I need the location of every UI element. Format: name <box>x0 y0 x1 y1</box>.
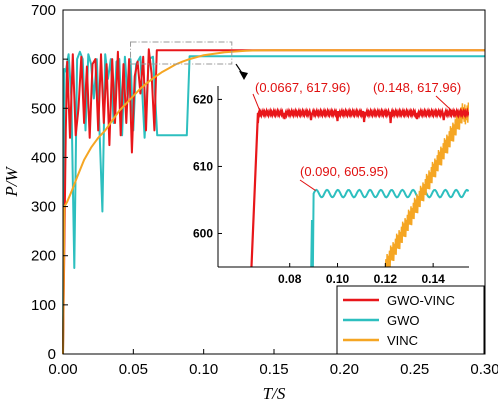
x-tick-label: 0.20 <box>330 361 359 378</box>
x-tick-label: 0.25 <box>400 361 429 378</box>
legend-label-gwo-vinc: GWO-VINC <box>387 293 455 308</box>
inset-x-tick-label: 0.08 <box>278 272 302 286</box>
y-axis-label: P/W <box>2 166 21 198</box>
y-tick-label: 100 <box>31 297 56 314</box>
series-line-vinc <box>62 49 485 355</box>
annotation-label: (0.148, 617.96) <box>373 80 461 95</box>
x-tick-label: 0.10 <box>189 361 218 378</box>
inset-y-tick-label: 620 <box>193 92 213 106</box>
annotation-label: (0.090, 605.95) <box>300 164 388 179</box>
annotation-label: (0.0667, 617.96) <box>255 80 350 95</box>
inset-x-tick-label: 0.12 <box>374 272 398 286</box>
y-tick-label: 200 <box>31 248 56 265</box>
y-tick-label: 600 <box>31 51 56 68</box>
annotation-leader <box>299 179 316 192</box>
legend-label-gwo: GWO <box>387 313 420 328</box>
inset-plot: 0.08 0.10 0.12 0.14 600 610 620 (0.0667, 617.96… <box>193 80 469 286</box>
x-tick-label: 0.05 <box>119 361 148 378</box>
legend-label-vinc: VINC <box>387 333 418 348</box>
inset-series-line-gwo <box>310 188 469 267</box>
x-tick-label: 0.30 <box>470 361 498 378</box>
inset-lines <box>250 102 469 267</box>
inset-x-tick-label: 0.14 <box>421 272 445 286</box>
legend: GWO-VINC GWO VINC <box>336 285 485 355</box>
inset-y-tick-label: 610 <box>193 159 213 173</box>
y-tick-label: 0 <box>48 346 56 363</box>
x-tick-label: 0.15 <box>259 361 288 378</box>
legend-box <box>336 285 485 355</box>
inset-series-line-vinc <box>384 102 469 267</box>
y-tick-label: 300 <box>31 199 56 216</box>
inset-x-tick-label: 0.10 <box>326 272 350 286</box>
y-tick-label: 500 <box>31 100 56 117</box>
zoom-region-box <box>130 41 233 65</box>
inset-y-tick-label: 600 <box>193 226 213 240</box>
x-tick-label: 0.00 <box>48 361 77 378</box>
y-tick-label: 700 <box>31 2 56 19</box>
x-axis-label: T/S <box>263 384 286 403</box>
annotation-leader <box>435 95 453 112</box>
y-tick-label: 400 <box>31 149 56 166</box>
inset-series-line-gwo-vinc <box>250 107 469 267</box>
zoom-arrow-head <box>239 71 248 80</box>
annotation-leader <box>252 93 261 112</box>
